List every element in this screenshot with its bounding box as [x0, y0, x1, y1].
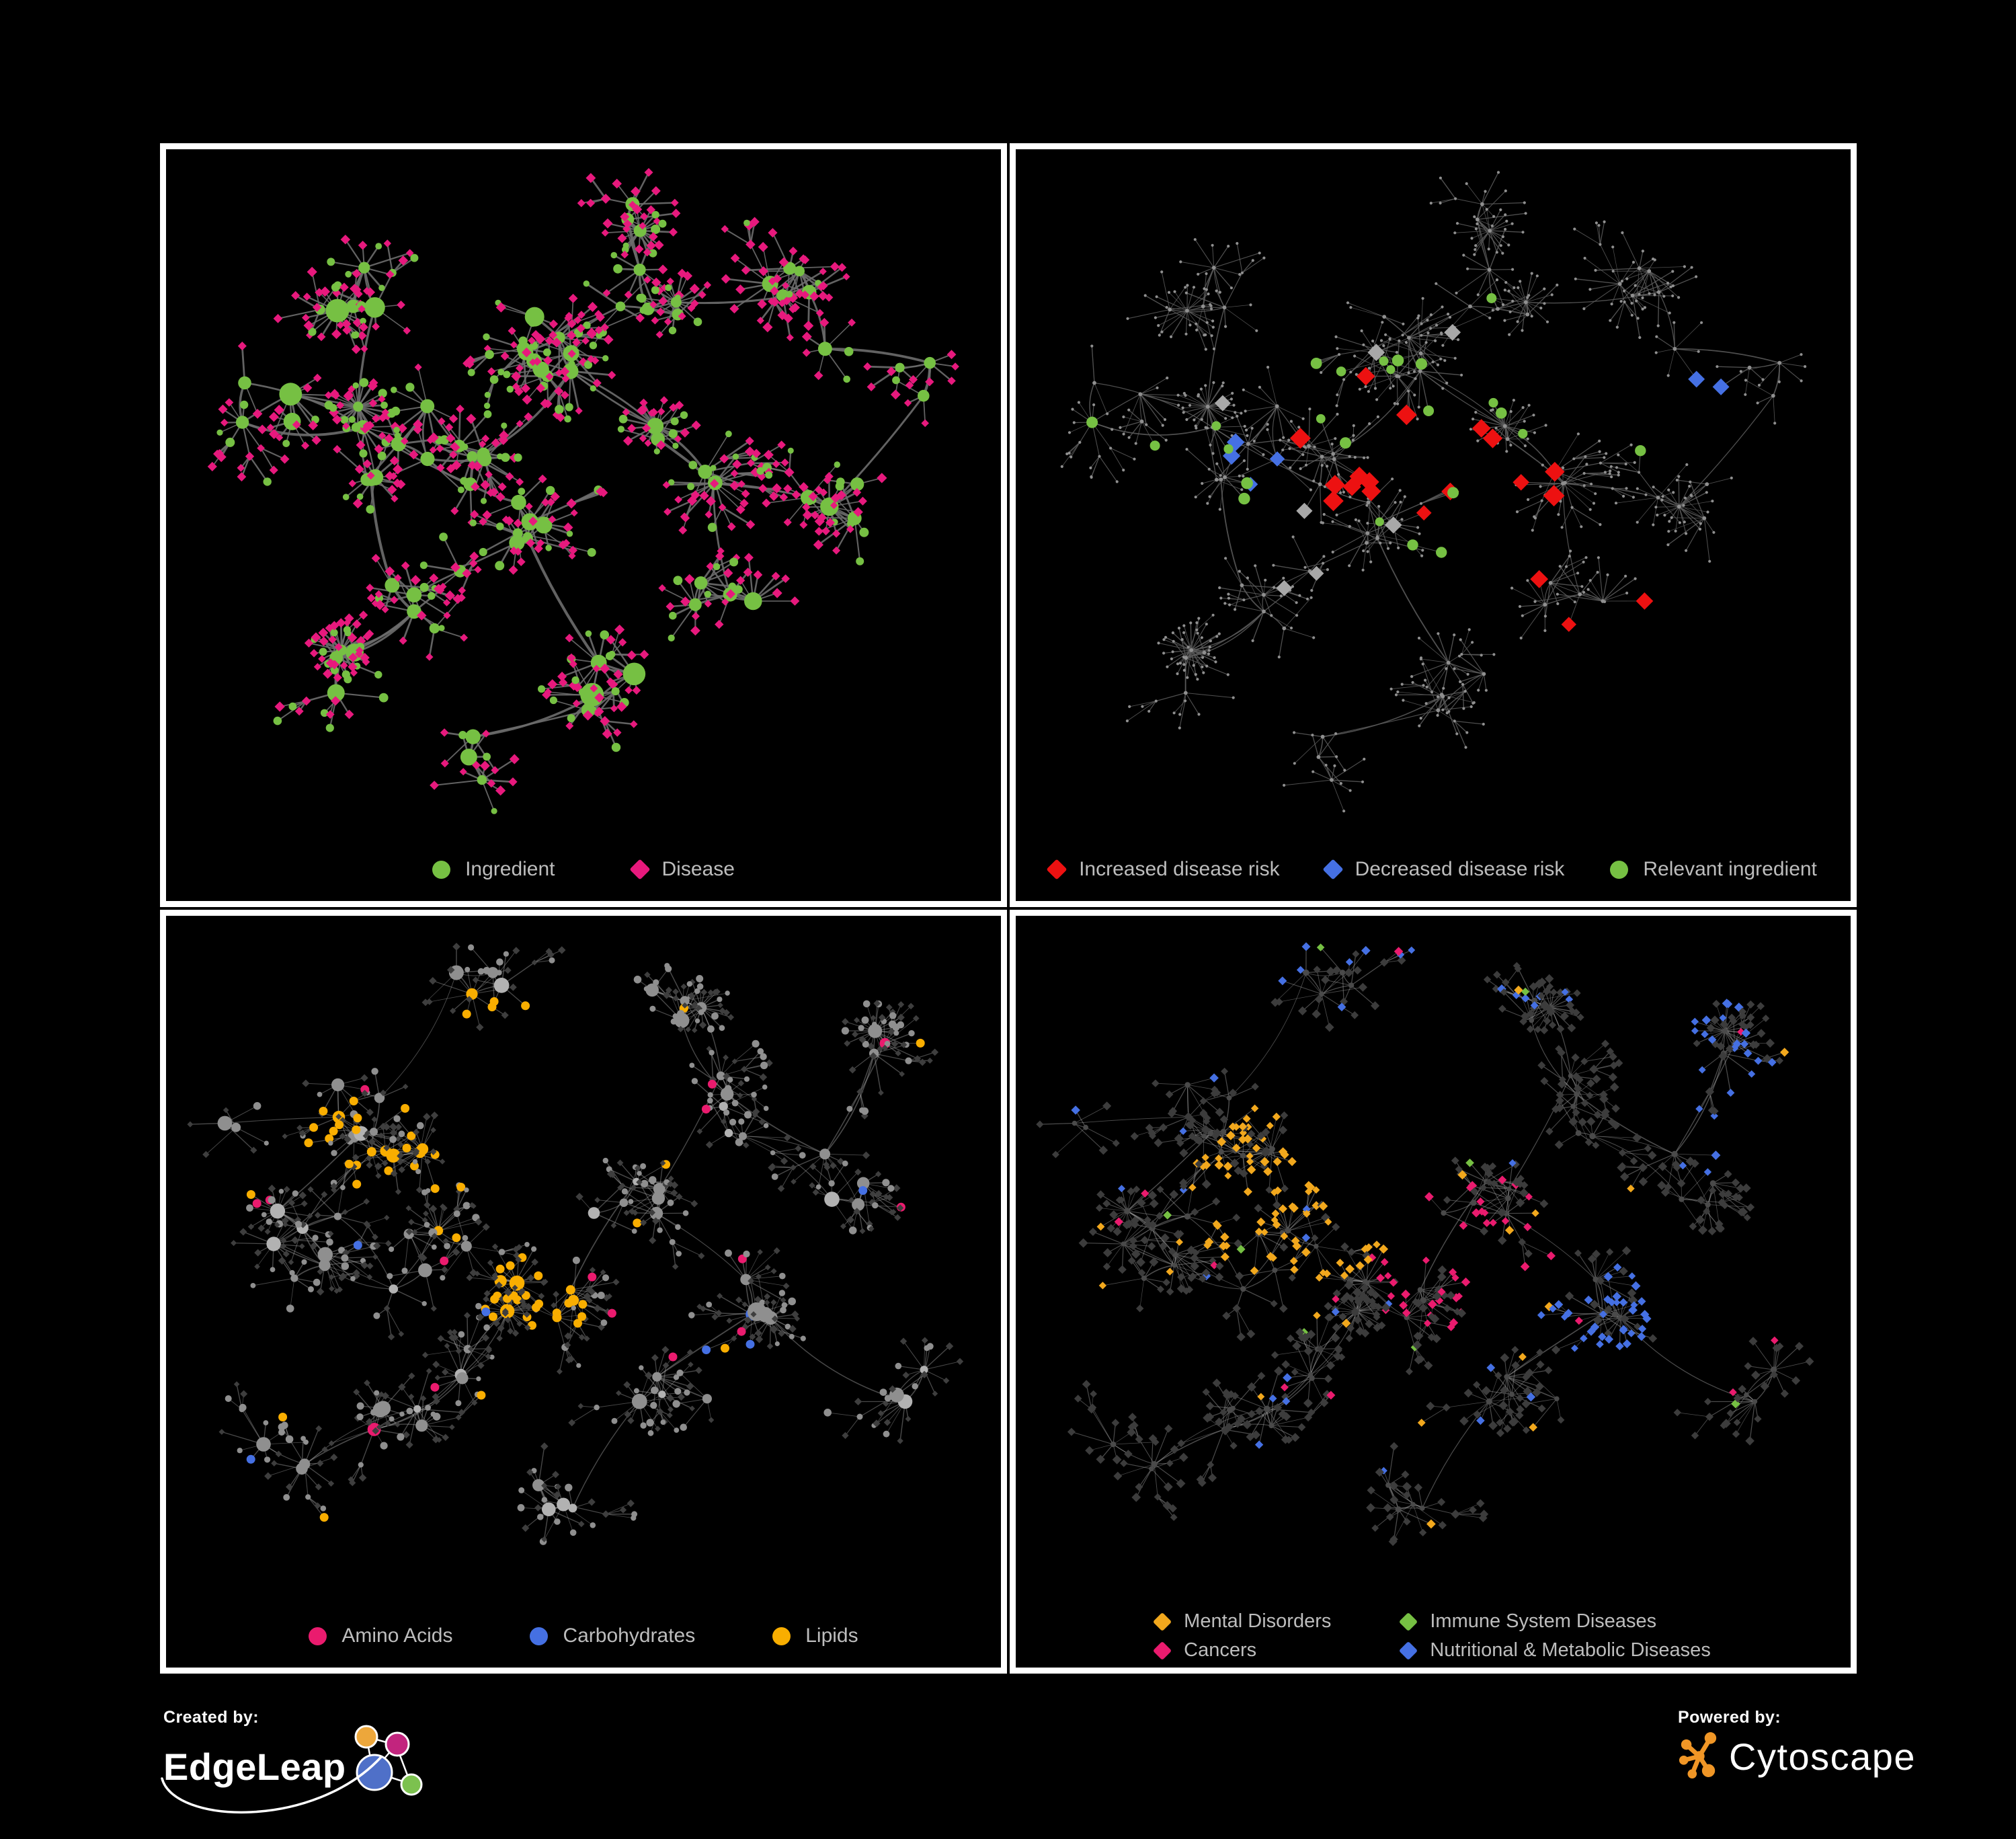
legend-label-immune-diseases: Immune System Diseases	[1430, 1610, 1656, 1633]
decreased-risk-diamond-icon	[1322, 859, 1343, 879]
amino-acids-circle-icon	[309, 1627, 327, 1645]
legend-label-amino-acids: Amino Acids	[341, 1625, 452, 1647]
lipids-circle-icon	[772, 1627, 791, 1645]
panel-ingredient-disease: Ingredient Disease	[160, 143, 1007, 907]
legend-item-amino-acids: Amino Acids	[309, 1625, 452, 1647]
cytoscape-brand-row: Cytoscape	[1678, 1729, 1916, 1784]
legend-label-lipids: Lipids	[805, 1625, 858, 1647]
ingredient-circle-icon	[432, 861, 450, 879]
nutrient-class-network-canvas	[166, 916, 1001, 1604]
legend-nutrient-classes: Amino Acids Carbohydrates Lipids	[166, 1604, 1001, 1668]
legend-item-carbohydrates: Carbohydrates	[530, 1625, 695, 1647]
legend-item-cancers: Cancers	[1156, 1639, 1331, 1661]
cancers-diamond-icon	[1153, 1641, 1172, 1659]
legend-label-ingredient: Ingredient	[465, 858, 555, 881]
legend-item-lipids: Lipids	[772, 1625, 858, 1647]
legend-item-decreased-risk: Decreased disease risk	[1326, 858, 1565, 881]
legend-item-relevant-ingredient: Relevant ingredient	[1610, 858, 1817, 881]
panel-disease-risk: Increased disease risk Decreased disease…	[1010, 143, 1857, 907]
increased-risk-diamond-icon	[1047, 859, 1067, 879]
legend-ingredient-disease: Ingredient Disease	[166, 838, 1001, 901]
legend-label-relevant-ingredient: Relevant ingredient	[1643, 858, 1817, 881]
legend-label-increased-risk: Increased disease risk	[1079, 858, 1279, 881]
legend-disease-classes: Mental Disorders Immune System Diseases …	[1016, 1604, 1851, 1668]
disease-class-network-canvas	[1016, 916, 1851, 1604]
created-by-credit: Created by: EdgeLeap	[163, 1708, 446, 1805]
legend-label-cancers: Cancers	[1184, 1639, 1256, 1661]
disease-diamond-icon	[629, 859, 650, 879]
legend-label-carbohydrates: Carbohydrates	[563, 1625, 695, 1647]
mental-disorders-diamond-icon	[1153, 1612, 1172, 1631]
legend-item-immune-diseases: Immune System Diseases	[1402, 1610, 1710, 1633]
edgeleap-wordmark: EdgeLeap	[163, 1746, 346, 1788]
carbohydrates-circle-icon	[530, 1627, 548, 1645]
nutritional-metabolic-diamond-icon	[1399, 1641, 1418, 1659]
figure-grid: Ingredient Disease Increased disease ris…	[160, 143, 1857, 1674]
panel-nutrient-classes: Amino Acids Carbohydrates Lipids	[160, 910, 1007, 1674]
edgeleap-logo-icon	[342, 1719, 426, 1805]
edgeleap-brand-row: EdgeLeap	[163, 1729, 446, 1805]
legend-label-decreased-risk: Decreased disease risk	[1355, 858, 1565, 881]
immune-diseases-diamond-icon	[1399, 1612, 1418, 1631]
panel-disease-classes: Mental Disorders Immune System Diseases …	[1010, 910, 1857, 1674]
powered-by-label: Powered by:	[1678, 1708, 1916, 1727]
legend-item-ingredient: Ingredient	[432, 858, 555, 881]
disease-risk-network-canvas	[1016, 149, 1851, 838]
ingredient-disease-network-canvas	[166, 149, 1001, 838]
legend-label-nutritional-metabolic: Nutritional & Metabolic Diseases	[1430, 1639, 1710, 1661]
cytoscape-logo-icon	[1678, 1729, 1720, 1784]
legend-item-increased-risk: Increased disease risk	[1049, 858, 1279, 881]
legend-label-mental-disorders: Mental Disorders	[1184, 1610, 1331, 1633]
cytoscape-wordmark: Cytoscape	[1729, 1735, 1916, 1778]
legend-item-mental-disorders: Mental Disorders	[1156, 1610, 1331, 1633]
legend-disease-risk: Increased disease risk Decreased disease…	[1016, 838, 1851, 901]
powered-by-credit: Powered by: Cytoscape	[1678, 1708, 1916, 1784]
legend-label-disease: Disease	[662, 858, 735, 881]
relevant-ingredient-circle-icon	[1610, 861, 1628, 879]
legend-item-nutritional-metabolic: Nutritional & Metabolic Diseases	[1402, 1639, 1710, 1661]
legend-item-disease: Disease	[633, 858, 735, 881]
